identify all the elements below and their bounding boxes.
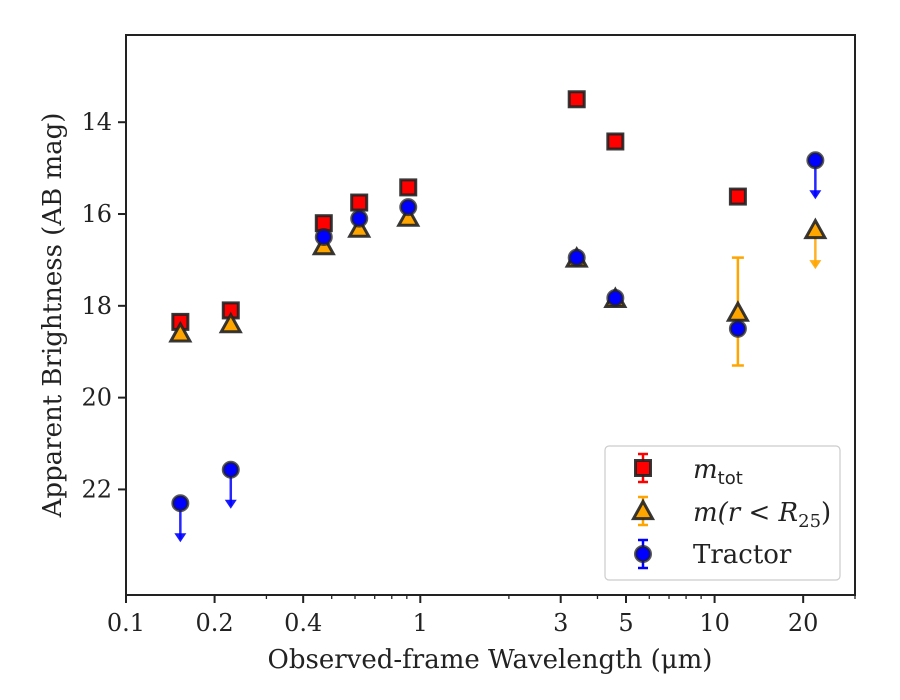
- x-tick-label: 0.2: [196, 609, 234, 637]
- y-axis-label: Apparent Brightness (AB mag): [38, 113, 68, 519]
- data-point-circle: [314, 227, 333, 246]
- data-point-triangle: [218, 311, 243, 334]
- data-point-circle: [806, 151, 825, 200]
- marker-square: [399, 178, 418, 197]
- y-tick-label: 20: [81, 384, 112, 412]
- legend-item-m-tot: mtot: [634, 452, 743, 489]
- x-tick-label: 3: [553, 609, 568, 637]
- marker-circle: [567, 248, 586, 267]
- data-point-circle: [606, 289, 625, 308]
- legend-marker-triangle: [630, 498, 656, 521]
- legend: mtot m(r < R25) Tractor: [604, 445, 841, 581]
- x-tick-label: 0.4: [284, 609, 322, 637]
- marker-triangle: [218, 311, 243, 334]
- data-point-triangle: [347, 216, 372, 238]
- data-point-circle: [728, 319, 747, 338]
- data-layer: [168, 90, 828, 543]
- legend-label-m-r25: m(r < R25): [693, 498, 831, 532]
- upper-limit-arrow-head: [224, 499, 237, 509]
- legend-marker-triangle: [630, 495, 656, 527]
- data-point-square: [728, 187, 747, 206]
- data-point-square: [567, 90, 586, 109]
- marker-circle: [728, 319, 747, 338]
- y-tick-label: 22: [81, 475, 112, 503]
- data-point-circle: [171, 494, 190, 543]
- marker-square: [567, 90, 586, 109]
- marker-circle: [171, 494, 190, 513]
- data-point-circle: [221, 460, 240, 509]
- y-tick-label: 18: [81, 292, 112, 320]
- marker-circle: [314, 227, 333, 246]
- upper-limit-arrow-head: [809, 260, 822, 270]
- marker-square: [606, 132, 625, 151]
- data-point-circle: [350, 209, 369, 228]
- data-point-circle: [567, 248, 586, 267]
- marker-circle: [399, 198, 418, 217]
- data-point-triangle: [396, 205, 421, 227]
- upper-limit-arrow-head: [809, 190, 822, 200]
- x-tick-label: 10: [699, 609, 730, 637]
- marker-circle: [606, 289, 625, 308]
- legend-marker-circle: [634, 545, 652, 563]
- legend-label-m-tot: mtot: [693, 455, 743, 489]
- marker-triangle: [347, 216, 372, 238]
- marker-circle: [350, 209, 369, 228]
- legend-item-tractor: Tractor: [634, 538, 792, 570]
- x-tick-label: 0.1: [107, 609, 145, 637]
- x-tick-label: 1: [413, 609, 428, 637]
- legend-marker-circle: [634, 538, 652, 570]
- axis-ticks: 0.1 0.2 0.4 1 3 5 10 20 14 16 18 20 22: [81, 108, 856, 637]
- marker-square: [350, 193, 369, 212]
- marker-circle: [806, 151, 825, 170]
- legend-item-m-r25: m(r < R25): [630, 495, 831, 532]
- data-point-triangle: [168, 320, 193, 343]
- marker-square: [728, 187, 747, 206]
- legend-box: [604, 445, 841, 581]
- data-point-square: [350, 193, 369, 212]
- plot-frame: [125, 34, 856, 596]
- legend-label-tractor: Tractor: [693, 540, 792, 570]
- x-axis-label: Observed-frame Wavelength (μm): [268, 645, 713, 675]
- y-tick-label: 14: [81, 108, 112, 136]
- upper-limit-arrow-head: [174, 533, 187, 543]
- marker-triangle: [396, 205, 421, 227]
- data-point-square: [399, 178, 418, 197]
- legend-marker-square: [634, 459, 652, 477]
- y-tick-label: 16: [81, 200, 112, 228]
- marker-circle: [221, 460, 240, 479]
- x-tick-label: 20: [788, 609, 819, 637]
- marker-triangle: [168, 320, 193, 343]
- legend-marker-square: [634, 452, 652, 484]
- x-tick-label: 5: [618, 609, 633, 637]
- marker-triangle: [803, 217, 828, 240]
- data-point-square: [606, 132, 625, 151]
- data-point-triangle: [803, 217, 828, 270]
- data-point-circle: [399, 198, 418, 217]
